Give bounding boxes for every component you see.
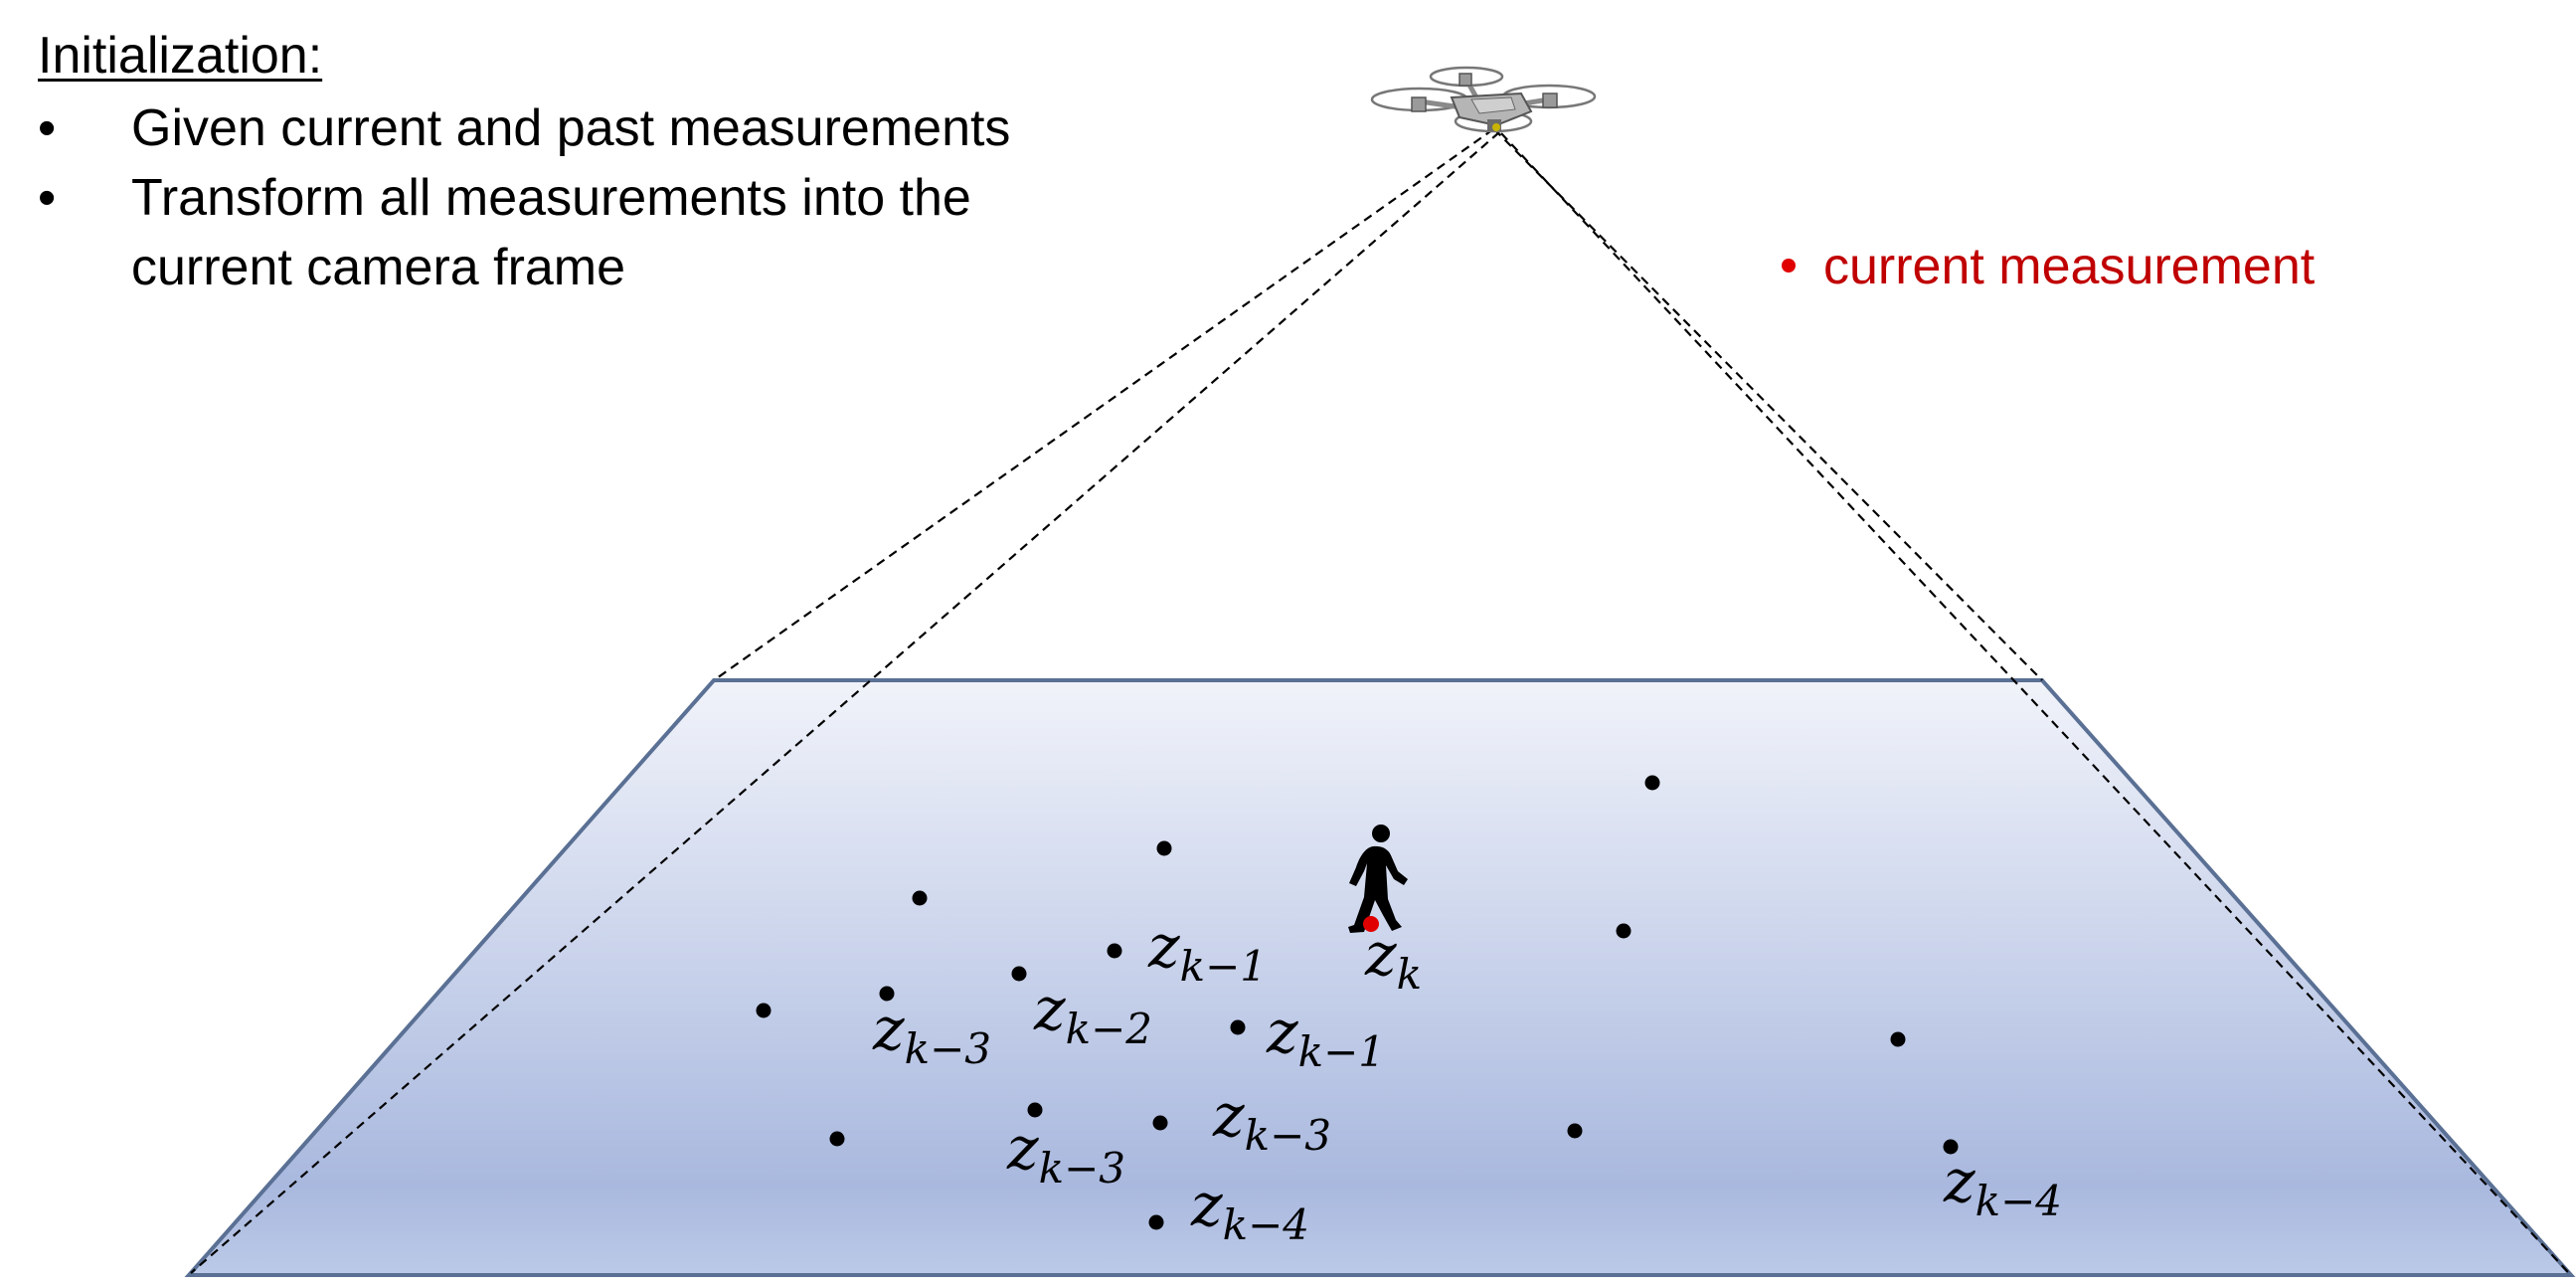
label-z-k-4: zk−4 <box>1943 1147 2062 1225</box>
current-measurement-dot <box>1363 916 1379 932</box>
measurement-dot <box>1027 1102 1043 1118</box>
step-text: Transform all measurements into the curr… <box>131 169 971 296</box>
step-item: • Given current and past measurements <box>38 93 1086 163</box>
fov-ray <box>190 131 1500 1274</box>
measurement-dot <box>879 986 895 1002</box>
measurement-dot <box>1107 943 1122 959</box>
measurement-dot <box>829 1131 845 1147</box>
legend-label: current measurement <box>1823 238 2316 295</box>
initialization-steps: • Given current and past measurements • … <box>38 93 1086 302</box>
measurement-dot <box>1890 1031 1906 1047</box>
measurement-dot <box>1011 966 1027 982</box>
measurement-dot <box>1616 923 1631 939</box>
walking-person-icon <box>1348 825 1408 933</box>
label-z-k-4: zk−4 <box>1190 1171 1309 1249</box>
measurement-dot <box>1156 840 1172 856</box>
measurement-dot <box>1230 1019 1246 1035</box>
measurement-dot <box>1148 1214 1164 1230</box>
label-z-k-3: zk−3 <box>1212 1081 1331 1160</box>
initialization-heading: Initialization: <box>38 27 323 85</box>
measurement-dot <box>1644 775 1660 791</box>
legend: current measurement <box>1782 235 2315 298</box>
measurement-dot <box>1152 1115 1168 1131</box>
ground-plane <box>184 678 2576 1277</box>
label-z-k: zk <box>1364 920 1422 999</box>
label-z-k-3: zk−3 <box>1006 1114 1125 1193</box>
measurement-dots <box>756 775 1959 1230</box>
step-text: Given current and past measurements <box>131 99 1011 157</box>
drone-icon <box>1370 66 1597 133</box>
measurement-dot <box>756 1003 772 1018</box>
label-z-k-2: zk−2 <box>1033 975 1152 1053</box>
fov-ray <box>713 128 1494 681</box>
label-z-k-1: zk−1 <box>1266 998 1385 1076</box>
measurement-dot <box>1567 1123 1583 1139</box>
label-z-k-1: zk−1 <box>1147 912 1267 991</box>
fov-ray <box>1493 128 2043 681</box>
measurement-dot <box>912 890 928 906</box>
measurement-dot <box>1943 1139 1959 1155</box>
field-of-view-lines <box>190 128 2570 1274</box>
step-item: • Transform all measurements into the cu… <box>38 163 1086 302</box>
bullet-icon: • <box>38 99 57 157</box>
label-z-k-3: zk−3 <box>872 995 991 1073</box>
red-dot-icon <box>1782 259 1796 274</box>
bullet-icon: • <box>38 169 57 227</box>
fov-ray <box>1500 132 2570 1274</box>
